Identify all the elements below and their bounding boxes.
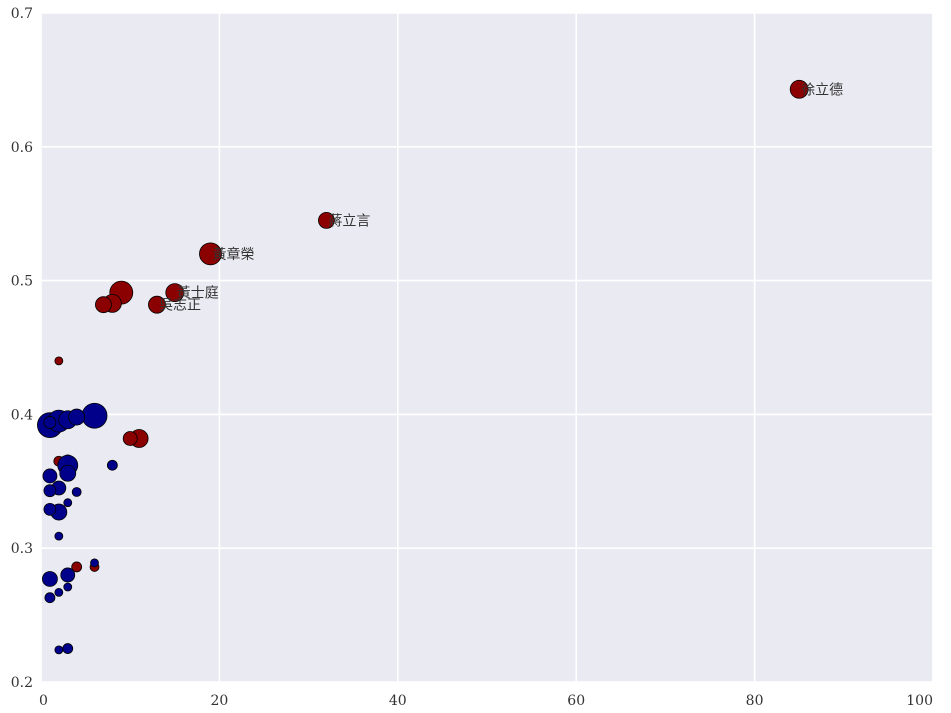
point-label: 吳志正 <box>159 298 201 314</box>
blue-data-point <box>42 571 58 587</box>
red-data-point <box>95 296 112 314</box>
y-tick-label: 0.5 <box>11 274 33 290</box>
y-tick-label: 0.2 <box>11 675 33 691</box>
blue-data-point <box>43 502 57 516</box>
y-tick-label: 0.3 <box>11 541 33 557</box>
red-data-point <box>199 242 222 266</box>
blue-data-point <box>71 487 82 497</box>
point-label: 徐立德 <box>801 82 843 98</box>
data-points <box>37 79 809 655</box>
x-tick-label: 40 <box>389 693 407 709</box>
blue-data-point <box>81 402 108 429</box>
red-data-point <box>165 283 185 303</box>
point-label: 蔣立言 <box>328 213 370 229</box>
blue-data-point <box>54 531 64 541</box>
blue-data-point <box>62 643 74 654</box>
blue-data-point <box>63 582 73 592</box>
red-data-point <box>318 211 335 229</box>
red-data-point <box>71 561 83 573</box>
blue-data-point <box>54 645 64 655</box>
x-tick-label: 0 <box>39 693 48 709</box>
point-label: 黃章榮 <box>212 246 254 263</box>
blue-data-point <box>63 498 73 508</box>
blue-data-point <box>43 416 57 429</box>
blue-data-point <box>42 468 58 484</box>
x-tick-label: 100 <box>906 693 933 709</box>
red-data-point <box>122 431 138 446</box>
red-data-point <box>789 79 809 99</box>
blue-data-point <box>90 558 99 568</box>
y-tick-label: 0.6 <box>11 140 33 156</box>
y-tick-label: 0.4 <box>11 407 33 423</box>
blue-data-point <box>44 592 56 604</box>
blue-data-point <box>43 484 57 498</box>
point-label: 黃士庭 <box>177 285 219 302</box>
blue-data-point <box>59 464 77 482</box>
grid-lines <box>40 12 934 683</box>
blue-data-point <box>68 408 86 426</box>
x-tick-label: 20 <box>210 693 228 709</box>
y-axis-ticks: 0.2 0.3 0.4 0.5 0.6 0.7 <box>11 6 33 691</box>
x-axis-ticks: 0 20 40 60 80 100 <box>39 693 933 709</box>
x-tick-label: 60 <box>567 693 585 709</box>
blue-data-point <box>60 567 76 583</box>
blue-data-point <box>106 459 118 471</box>
x-tick-label: 80 <box>746 693 764 709</box>
blue-data-point <box>54 587 64 597</box>
y-tick-label: 0.7 <box>11 6 33 22</box>
plot-area <box>41 13 933 682</box>
red-data-point <box>148 295 166 314</box>
red-data-point <box>54 356 64 366</box>
